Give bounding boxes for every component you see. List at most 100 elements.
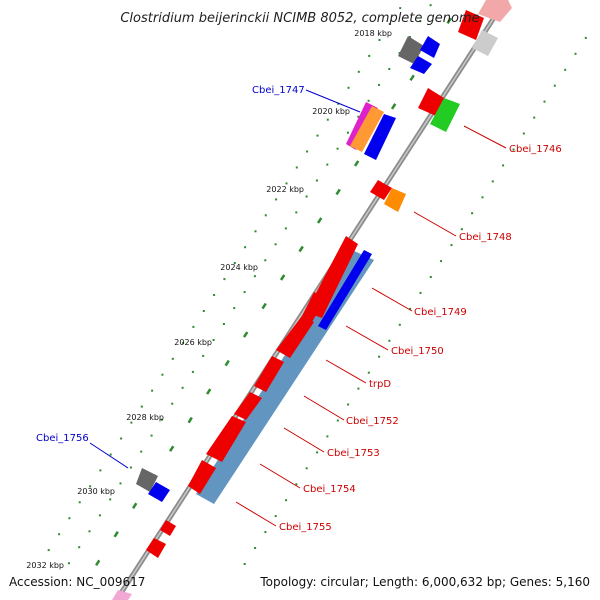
track-dot (409, 36, 411, 39)
track-dot (337, 102, 340, 105)
track-dot (316, 134, 319, 137)
gene-label-cbei-1755[interactable]: Cbei_1755 (279, 522, 332, 533)
track-dot (336, 147, 339, 150)
gene-feature-red[interactable] (458, 10, 484, 40)
track-dot (347, 86, 350, 89)
gene-feature-red[interactable] (302, 292, 326, 322)
track-dot (460, 228, 463, 231)
track-dot (481, 196, 484, 199)
track-dot (233, 307, 236, 310)
gene-feature-blue[interactable] (364, 114, 396, 160)
track-dot (295, 483, 298, 486)
gene-feature-blue[interactable] (318, 250, 372, 330)
gene-feature-blue[interactable] (420, 36, 440, 58)
track-dot (336, 419, 339, 422)
track-dot (78, 501, 81, 504)
gene-feature-red[interactable] (146, 538, 166, 558)
track-dot (522, 132, 525, 135)
track-dot (182, 341, 185, 344)
gene-features (112, 0, 512, 600)
gene-feature-red[interactable] (370, 180, 392, 200)
gene-feature-red[interactable] (254, 356, 284, 392)
track-dot (388, 68, 391, 70)
gene-feature-orange[interactable] (350, 106, 384, 152)
track-dot (160, 418, 163, 421)
track-dot (109, 498, 112, 501)
gene-label-cbei-1754[interactable]: Cbei_1754 (303, 484, 356, 495)
track-dot (553, 84, 556, 87)
track-dot (264, 531, 267, 534)
track-dot (130, 421, 133, 424)
gene-feature-red[interactable] (418, 88, 444, 116)
track-dot (264, 259, 267, 262)
track-dash (95, 559, 101, 566)
tick-label: 2028 kbp (126, 413, 164, 422)
track-dot (471, 212, 474, 215)
track-dot (429, 4, 432, 7)
track-dot (223, 278, 226, 281)
track-dot (368, 54, 371, 57)
track-dot (150, 434, 153, 437)
gene-feature-gray[interactable] (472, 30, 498, 56)
track-dot (399, 7, 402, 10)
track-dot (564, 68, 567, 71)
track-dot (315, 179, 318, 182)
gene-label-trpd[interactable]: trpD (369, 379, 391, 390)
gene-feature-gray[interactable] (136, 468, 158, 492)
track-dot (233, 262, 236, 265)
gene-feature-red[interactable] (234, 392, 262, 420)
gene-feature-green[interactable] (430, 98, 460, 132)
track-dot (47, 549, 50, 552)
gene-label-cbei-1752[interactable]: Cbei_1752 (346, 416, 399, 427)
gene-feature-red[interactable] (160, 520, 176, 536)
track-dot (119, 482, 122, 485)
gene-label-cbei-1749[interactable]: Cbei_1749 (414, 307, 467, 318)
track-dot (398, 323, 401, 326)
track-dot (171, 402, 174, 405)
track-dot (285, 499, 288, 502)
genome-summary-text: Topology: circular; Length: 6,000,632 bp… (259, 575, 590, 589)
track-dot (367, 371, 370, 374)
track-dot (254, 547, 257, 549)
gene-label-cbei-1746[interactable]: Cbei_1746 (509, 144, 562, 155)
gene-label-cbei-1748[interactable]: Cbei_1748 (459, 232, 512, 243)
gene-feature-blue[interactable] (410, 56, 432, 74)
track-dot (274, 243, 277, 246)
gene-feature-red[interactable] (276, 316, 314, 358)
track-dot (378, 39, 381, 41)
track-dot (244, 246, 247, 249)
track-dot (78, 546, 81, 549)
track-dot (284, 227, 287, 230)
gene-feature-blue[interactable] (148, 482, 170, 502)
track-dot (202, 310, 205, 312)
track-dash (206, 388, 212, 395)
track-dot (140, 405, 143, 408)
track-dot (181, 386, 184, 389)
track-dot (543, 100, 546, 103)
track-dot (285, 182, 288, 185)
gene-feature-pink[interactable] (112, 590, 132, 600)
track-dot (98, 514, 101, 517)
track-dot (388, 339, 391, 342)
gene-label-cbei-1750[interactable]: Cbei_1750 (391, 346, 444, 357)
gene-feature-orange[interactable] (384, 188, 406, 212)
gene-leader-lines (89, 89, 507, 527)
gene-label-cbei-1747[interactable]: Cbei_1747 (252, 85, 305, 96)
track-dot (305, 195, 308, 198)
track-dot (88, 530, 91, 533)
track-dot (512, 148, 515, 151)
gene-feature-red[interactable] (206, 416, 246, 462)
tick-label: 2032 kbp (26, 561, 64, 570)
track-dash (224, 359, 230, 367)
gene-label-cbei-1753[interactable]: Cbei_1753 (327, 448, 380, 459)
track-dot (357, 387, 360, 390)
track-dot (243, 291, 246, 294)
gene-feature-red[interactable] (188, 460, 216, 494)
track-dash (298, 245, 304, 253)
track-dot (120, 437, 123, 440)
gene-label-cbei-1756[interactable]: Cbei_1756 (36, 433, 89, 444)
gene-feature-pink[interactable] (478, 0, 512, 22)
track-dot (171, 357, 174, 360)
track-dot (129, 466, 132, 469)
